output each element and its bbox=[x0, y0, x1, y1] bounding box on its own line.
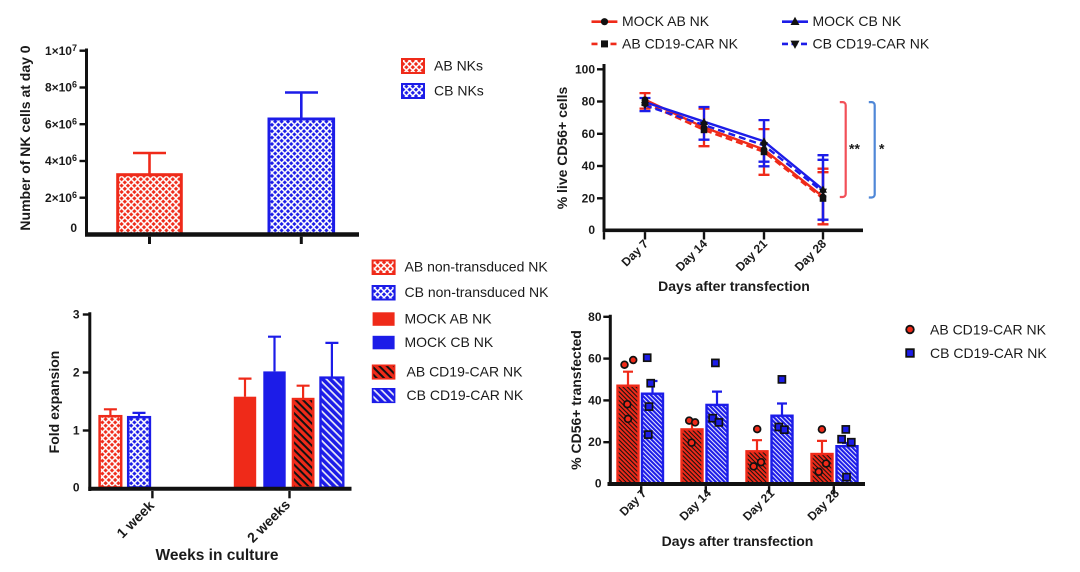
svg-text:MOCK CB NK: MOCK CB NK bbox=[813, 13, 902, 29]
svg-text:Days after transfection: Days after transfection bbox=[658, 278, 810, 294]
svg-text:100: 100 bbox=[575, 62, 595, 76]
svg-text:60: 60 bbox=[588, 352, 602, 366]
svg-text:2×106: 2×106 bbox=[45, 190, 77, 205]
svg-text:MOCK AB NK: MOCK AB NK bbox=[622, 13, 710, 29]
svg-text:CB CD19-CAR NK: CB CD19-CAR NK bbox=[930, 345, 1047, 361]
svg-text:4×106: 4×106 bbox=[45, 153, 77, 168]
svg-text:0: 0 bbox=[73, 481, 80, 495]
svg-text:Number of NK cells at day 0: Number of NK cells at day 0 bbox=[17, 45, 33, 230]
svg-text:0: 0 bbox=[70, 221, 77, 235]
svg-text:2: 2 bbox=[73, 366, 80, 380]
svg-text:40: 40 bbox=[582, 159, 596, 173]
svg-text:60: 60 bbox=[582, 127, 596, 141]
svg-text:80: 80 bbox=[588, 310, 602, 324]
svg-text:MOCK AB NK: MOCK AB NK bbox=[405, 311, 493, 327]
svg-text:**: ** bbox=[849, 141, 860, 157]
svg-text:% live CD56+ cells: % live CD56+ cells bbox=[554, 87, 570, 210]
svg-text:Fold expansion: Fold expansion bbox=[46, 351, 62, 454]
svg-text:20: 20 bbox=[582, 191, 596, 205]
svg-text:80: 80 bbox=[582, 95, 596, 109]
svg-text:6×106: 6×106 bbox=[45, 116, 77, 131]
svg-text:Days after transfection: Days after transfection bbox=[662, 533, 814, 549]
svg-text:AB CD19-CAR NK: AB CD19-CAR NK bbox=[407, 364, 524, 380]
svg-text:0: 0 bbox=[595, 477, 602, 491]
svg-text:20: 20 bbox=[588, 435, 602, 449]
svg-text:CB NKs: CB NKs bbox=[434, 83, 484, 99]
svg-text:*: * bbox=[879, 141, 885, 157]
svg-text:0: 0 bbox=[588, 223, 595, 237]
svg-text:AB NKs: AB NKs bbox=[434, 58, 483, 74]
svg-text:% CD56+ transfected: % CD56+ transfected bbox=[568, 330, 584, 470]
svg-text:3: 3 bbox=[73, 308, 80, 322]
svg-text:Weeks in culture: Weeks in culture bbox=[156, 547, 279, 564]
svg-text:CB non-transduced NK: CB non-transduced NK bbox=[405, 284, 550, 300]
svg-text:8×106: 8×106 bbox=[45, 80, 77, 95]
svg-text:CB CD19-CAR NK: CB CD19-CAR NK bbox=[407, 387, 524, 403]
svg-text:1: 1 bbox=[73, 424, 80, 438]
svg-text:1×107: 1×107 bbox=[45, 43, 77, 58]
svg-text:CB CD19-CAR NK: CB CD19-CAR NK bbox=[813, 35, 930, 51]
svg-text:AB CD19-CAR NK: AB CD19-CAR NK bbox=[930, 322, 1047, 338]
svg-text:40: 40 bbox=[588, 393, 602, 407]
svg-text:AB CD19-CAR NK: AB CD19-CAR NK bbox=[622, 35, 739, 51]
svg-text:AB non-transduced NK: AB non-transduced NK bbox=[405, 259, 549, 275]
svg-text:MOCK CB NK: MOCK CB NK bbox=[405, 334, 494, 350]
